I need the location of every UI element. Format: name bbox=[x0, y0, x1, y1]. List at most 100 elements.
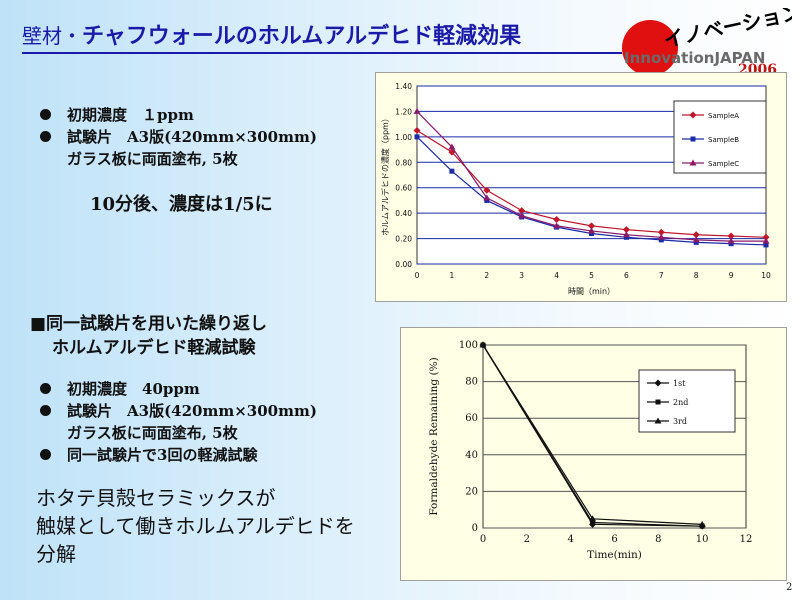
data-point-SampleC bbox=[657, 233, 665, 240]
legend-box bbox=[638, 369, 736, 433]
bullet-list-1: 初期濃度 １ppm 試験片 A3版(420mm×300mm) ガラス板に両面塗布… bbox=[40, 104, 317, 170]
bullet-continuation: ガラス板に両面塗布, 5枚 bbox=[67, 150, 238, 168]
x-tick-label: 0 bbox=[415, 271, 420, 280]
y-tick-label: 0.40 bbox=[395, 209, 412, 218]
data-point-SampleC bbox=[762, 237, 770, 244]
conclusion-line: ホタテ貝殻セラミックスが bbox=[36, 486, 276, 510]
data-point-SampleB bbox=[693, 239, 699, 245]
page-number: 2 bbox=[786, 582, 793, 593]
data-point-2nd bbox=[590, 520, 596, 526]
data-point-SampleA bbox=[413, 127, 421, 134]
title-underline bbox=[22, 52, 622, 54]
section-heading: ■同一試験片を用いた繰り返し ホルムアルデヒド軽減試験 bbox=[30, 312, 267, 360]
data-point-SampleA bbox=[483, 186, 491, 194]
y-tick-label: 60 bbox=[465, 413, 478, 424]
y-tick-label: 1.40 bbox=[395, 82, 412, 91]
data-point-SampleB bbox=[658, 237, 664, 243]
y-tick-label: 1.00 bbox=[395, 133, 412, 142]
logo-red-circle bbox=[622, 20, 678, 76]
x-tick-label: 5 bbox=[589, 271, 594, 280]
data-point-3rd bbox=[479, 341, 487, 348]
data-point-SampleA bbox=[588, 222, 595, 230]
bullet-continuation: ガラス板に両面塗布, 5枚 bbox=[67, 424, 238, 442]
x-tick-label: 4 bbox=[567, 534, 573, 545]
data-point-SampleA bbox=[518, 207, 526, 215]
title-prefix: 壁材・ bbox=[22, 24, 82, 48]
bullet-dot bbox=[40, 449, 51, 460]
page-title: 壁材・チャフウォールのホルムアルデヒド軽減効果 bbox=[22, 18, 521, 50]
legend-label: 1st bbox=[673, 379, 686, 388]
data-point-SampleA bbox=[692, 231, 700, 239]
x-tick-label: 12 bbox=[740, 534, 753, 545]
x-tick-label: 8 bbox=[694, 271, 699, 280]
conclusion-text: ホタテ貝殻セラミックスが 触媒として働きホルムアルデヒドを 分解 bbox=[36, 484, 355, 568]
data-point-SampleC bbox=[622, 231, 630, 238]
list-item: 同一試験片で3回の軽減試験 bbox=[40, 444, 317, 466]
bullet-dot bbox=[40, 405, 51, 416]
data-point-SampleB bbox=[414, 134, 420, 140]
x-tick-label: 0 bbox=[480, 534, 486, 545]
bullet-text: 初期濃度 １ppm bbox=[67, 106, 194, 124]
result-text: 10分後、濃度は1/5に bbox=[90, 194, 273, 215]
legend-marker bbox=[655, 399, 661, 405]
title-main: チャフウォールのホルムアルデヒド軽減効果 bbox=[82, 24, 522, 49]
data-point-SampleB bbox=[449, 168, 455, 174]
bullet-list-2: 初期濃度 40ppm 試験片 A3版(420mm×300mm) ガラス板に両面塗… bbox=[40, 378, 317, 466]
y-tick-label: 1.20 bbox=[395, 107, 412, 116]
legend-label: SampleB bbox=[708, 136, 739, 144]
data-point-3rd bbox=[698, 520, 706, 527]
list-item: 試験片 A3版(420mm×300mm) bbox=[40, 126, 317, 148]
y-tick-label: 0.60 bbox=[395, 184, 412, 193]
data-point-SampleC bbox=[518, 212, 526, 219]
bullet-text: 初期濃度 40ppm bbox=[67, 380, 200, 398]
y-tick-label: 80 bbox=[465, 377, 478, 388]
data-point-SampleB bbox=[589, 230, 594, 236]
x-tick-label: 10 bbox=[696, 534, 709, 545]
innovation-japan-logo: イノベーション InnovationJAPAN 2006 bbox=[622, 8, 792, 78]
legend-marker bbox=[690, 136, 696, 142]
conclusion-line: 分解 bbox=[36, 542, 76, 566]
legend-marker bbox=[654, 379, 662, 387]
data-point-SampleC bbox=[413, 107, 421, 114]
data-point-SampleA bbox=[657, 228, 665, 236]
x-axis-label: Time(min) bbox=[587, 549, 642, 561]
logo-kana: イノベーション bbox=[662, 8, 792, 52]
bullet-text: 試験片 A3版(420mm×300mm) bbox=[67, 128, 317, 146]
x-tick-label: 6 bbox=[624, 271, 629, 280]
bullet-text: 同一試験片で3回の軽減試験 bbox=[67, 446, 258, 464]
data-point-SampleB bbox=[484, 197, 490, 203]
legend-label: 3rd bbox=[673, 417, 687, 426]
legend-box bbox=[673, 100, 767, 174]
chart-2-frame: 0 20 40 60 80 100 0 2 4 6 8 10 12 Time(min) Formaldehy… bbox=[400, 327, 787, 581]
list-item: 試験片 A3版(420mm×300mm) bbox=[40, 400, 317, 422]
list-item: 初期濃度 40ppm bbox=[40, 378, 317, 400]
x-tick-label: 7 bbox=[659, 271, 664, 280]
x-tick-label: 8 bbox=[655, 534, 661, 545]
data-point-SampleB bbox=[623, 234, 629, 240]
legend-marker bbox=[654, 417, 662, 424]
chart-1: 0.00 0.20 0.40 0.60 0.80 1.00 1.20 1.40 0 1 2 3 4 5 6 7… bbox=[380, 82, 771, 296]
data-point-SampleC bbox=[553, 222, 561, 229]
bullet-dot bbox=[40, 131, 51, 142]
legend-label: 2nd bbox=[673, 398, 688, 407]
x-tick-label: 2 bbox=[524, 534, 530, 545]
chart-2: 0 20 40 60 80 100 0 2 4 6 8 10 12 Time(min) Formaldehy… bbox=[428, 340, 753, 561]
y-axis-label: Formaldehyde Remaining (%) bbox=[428, 357, 440, 515]
x-tick-label: 6 bbox=[611, 534, 617, 545]
data-point-SampleB bbox=[728, 241, 734, 247]
section-heading-line1: ■同一試験片を用いた繰り返し bbox=[30, 314, 268, 334]
bullet-text: 試験片 A3版(420mm×300mm) bbox=[67, 402, 317, 420]
legend-label: SampleA bbox=[708, 112, 739, 120]
x-tick-label: 4 bbox=[554, 271, 559, 280]
y-tick-label: 20 bbox=[465, 486, 478, 497]
data-point-SampleC bbox=[448, 143, 456, 150]
data-point-SampleA bbox=[622, 226, 630, 234]
legend-marker bbox=[689, 159, 697, 166]
data-point-SampleC bbox=[483, 194, 491, 201]
x-tick-label: 10 bbox=[761, 271, 771, 280]
data-point-SampleC bbox=[588, 227, 595, 234]
logo-text: InnovationJAPAN bbox=[624, 49, 765, 67]
data-point-SampleA bbox=[553, 216, 561, 223]
bullet-dot bbox=[40, 383, 51, 394]
data-point-SampleC bbox=[727, 237, 735, 244]
